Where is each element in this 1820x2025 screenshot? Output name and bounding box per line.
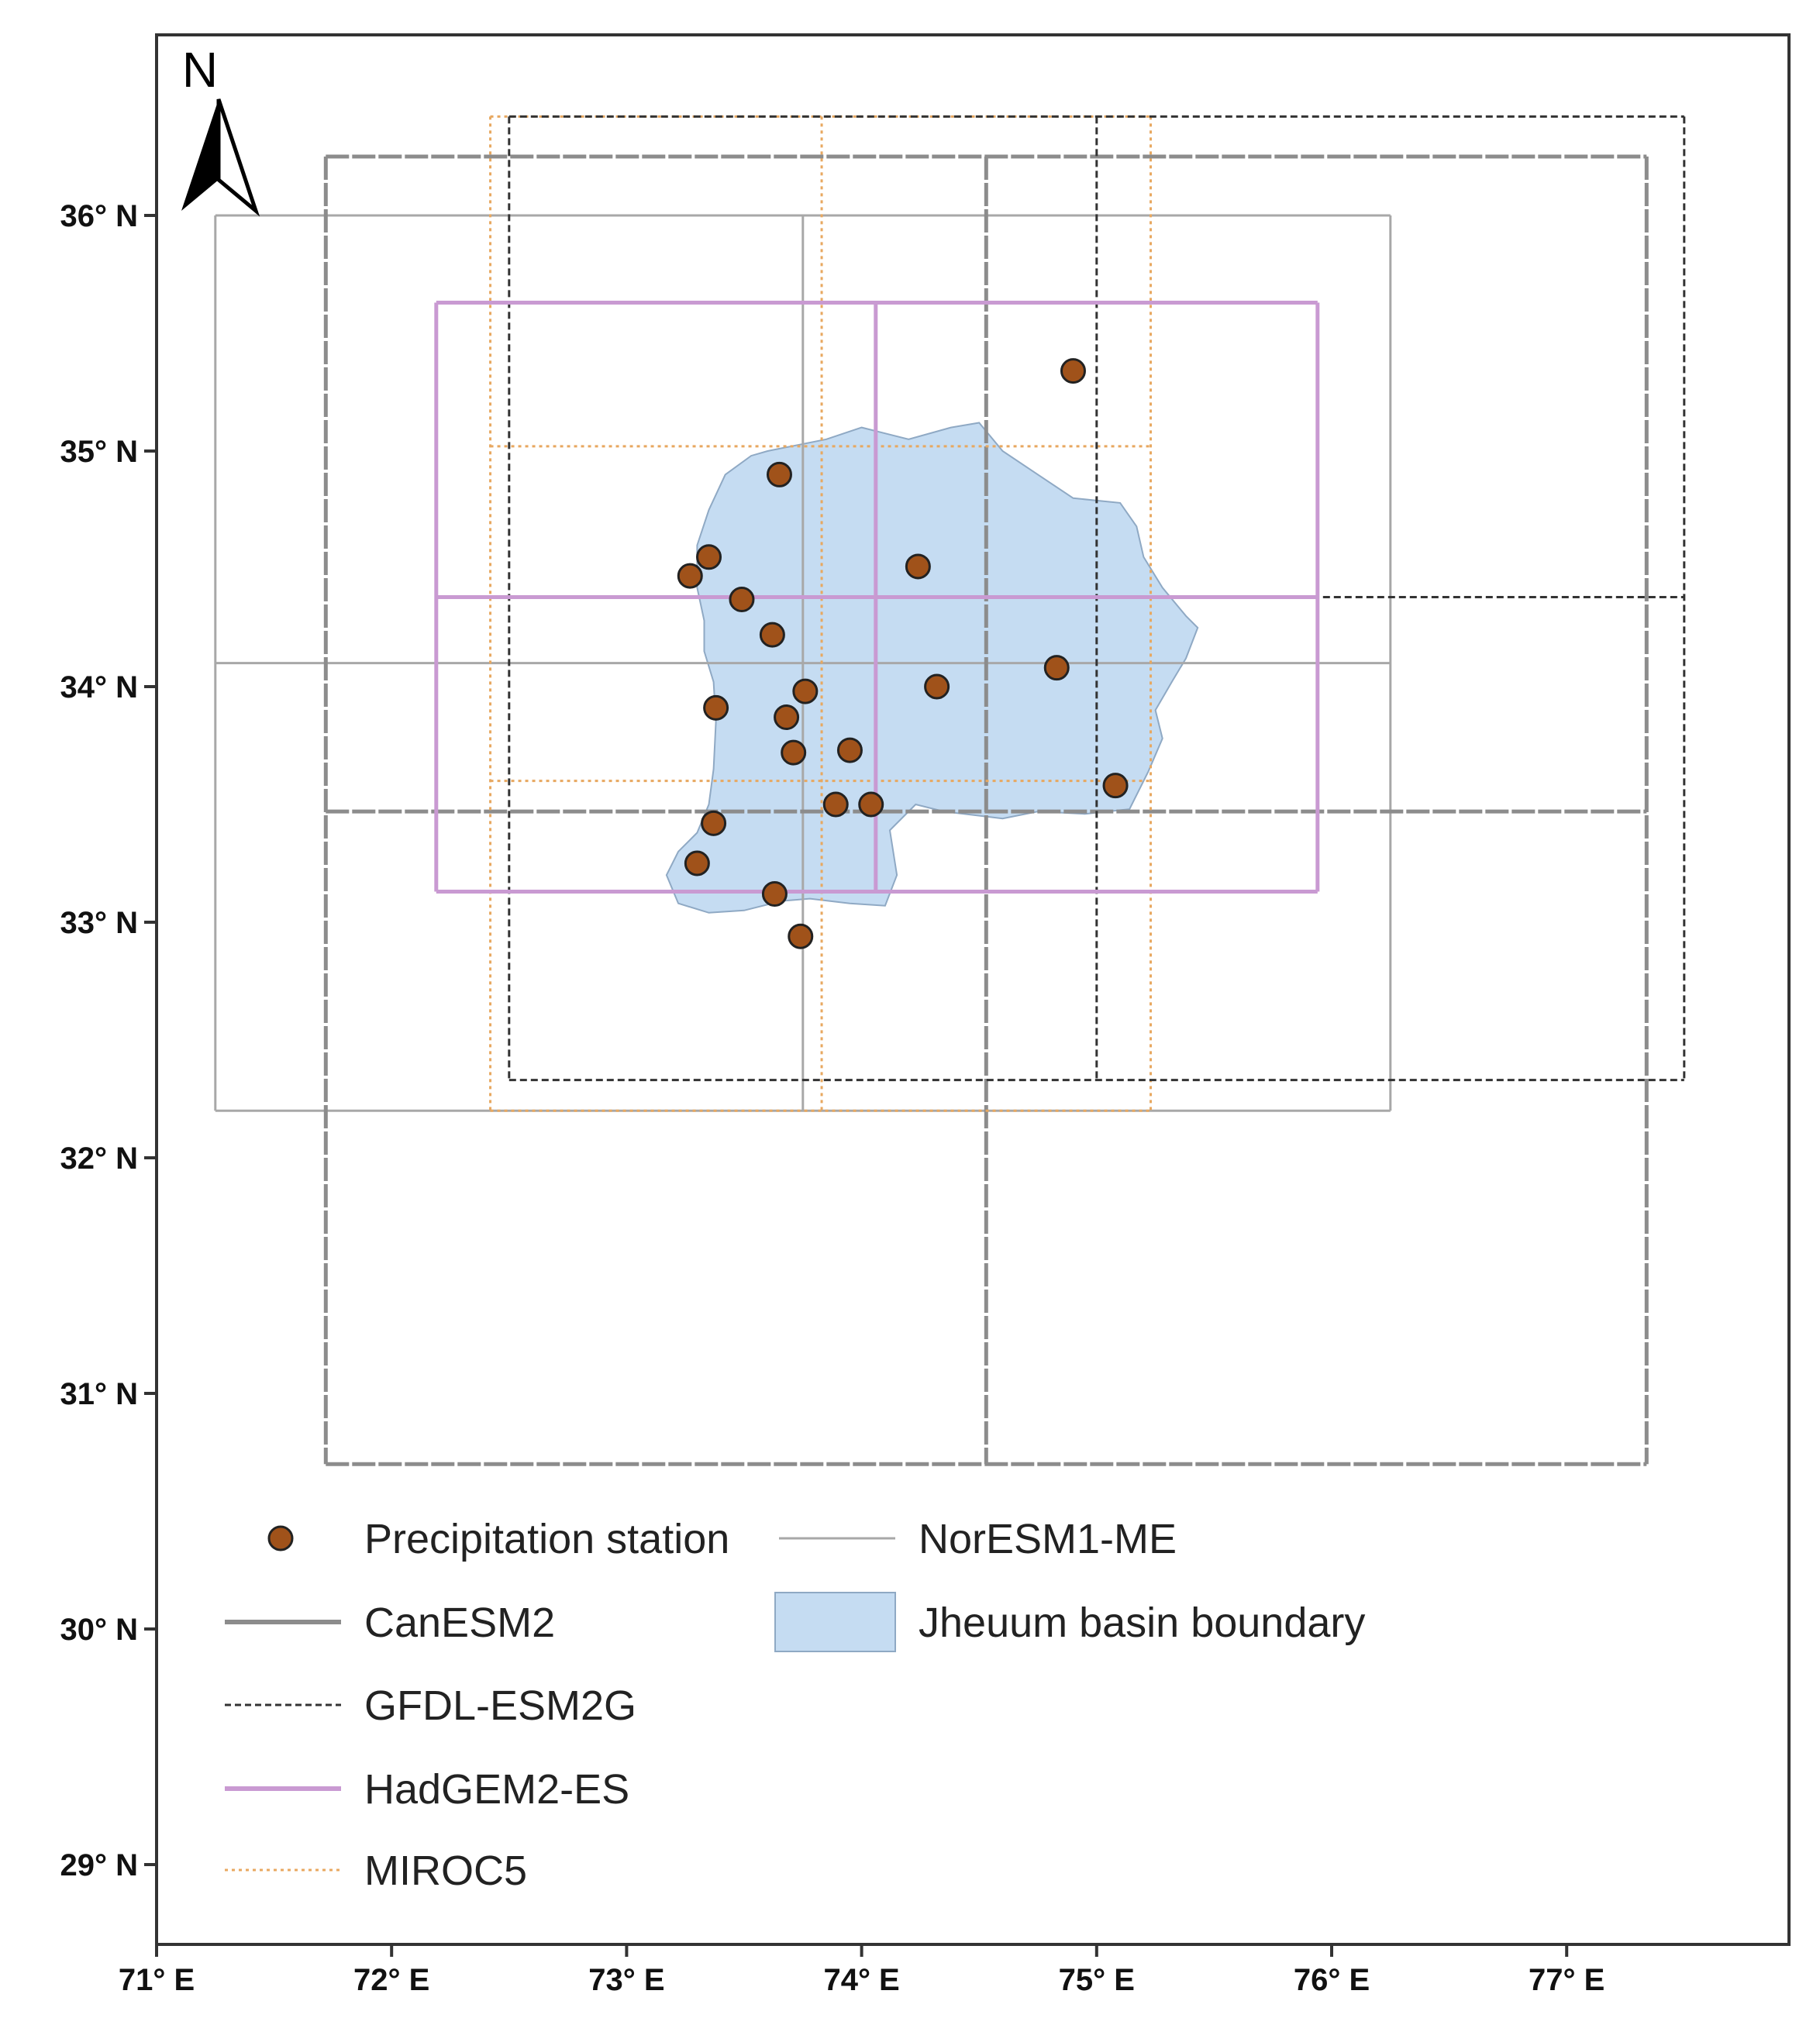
station-point-5: [905, 553, 931, 580]
legend: Precipitation station NorESM1-ME CanESM2…: [225, 1516, 1365, 1894]
station-point-1: [766, 461, 792, 487]
station-point-18: [684, 850, 710, 876]
station-point-17: [701, 810, 727, 836]
legend-miroc-label: MIROC5: [364, 1848, 527, 1894]
lat-tick-label-2: 31° N: [60, 1377, 139, 1411]
station-point-6: [759, 622, 785, 648]
station-point-16: [858, 791, 884, 818]
station-point-9: [1043, 655, 1070, 681]
lon-tick-label-1: 72° E: [353, 1963, 429, 1997]
lon-tick-label-5: 76° E: [1294, 1963, 1370, 1997]
lat-tick-label-3: 32° N: [60, 1142, 139, 1176]
lat-tick-label-5: 34° N: [60, 670, 139, 704]
lat-tick-label-4: 33° N: [60, 906, 139, 940]
north-arrow: N: [181, 42, 260, 217]
lon-tick-label-6: 77° E: [1529, 1963, 1605, 1997]
legend-noresm-label: NorESM1-ME: [919, 1516, 1177, 1562]
map-frame: [155, 33, 1791, 1946]
lat-tick-label-7: 36° N: [60, 199, 139, 233]
station-point-15: [822, 791, 849, 818]
longitude-axis: 71° E 72° E 73° E 74° E 75° E 76° E 77° E: [119, 1944, 1605, 1997]
precipitation-stations: [677, 358, 1129, 949]
legend-basin-label: Jheuum basin boundary: [919, 1600, 1365, 1646]
station-point-12: [781, 739, 807, 766]
lon-tick-label-3: 74° E: [823, 1963, 899, 1997]
lon-tick-label-2: 73° E: [588, 1963, 664, 1997]
lat-tick-label-6: 35° N: [60, 435, 139, 469]
legend-station-label: Precipitation station: [364, 1516, 729, 1562]
legend-hadgem-label: HadGEM2-ES: [364, 1766, 629, 1813]
legend-station-icon: [267, 1525, 294, 1551]
lat-tick-label-1: 30° N: [60, 1613, 139, 1647]
north-arrow-right-icon: [216, 98, 260, 217]
station-point-8: [924, 673, 950, 700]
station-point-0: [1060, 358, 1086, 384]
legend-gfdl-label: GFDL-ESM2G: [364, 1682, 636, 1729]
station-point-7: [792, 678, 819, 704]
station-point-3: [677, 563, 703, 589]
lon-tick-label-0: 71° E: [119, 1963, 195, 1997]
station-point-4: [729, 587, 755, 613]
station-point-13: [836, 737, 863, 763]
station-point-11: [774, 704, 800, 731]
canesm2-grid: [323, 154, 1649, 1466]
station-point-14: [1102, 773, 1129, 799]
hadgem2-es-grid: [434, 300, 1320, 894]
station-point-2: [696, 544, 722, 570]
station-point-10: [703, 694, 729, 721]
legend-canesm-label: CanESM2: [364, 1600, 555, 1646]
legend-basin-swatch: [774, 1592, 896, 1652]
station-point-19: [761, 881, 788, 907]
noresm1-me-grid: [214, 214, 1392, 1112]
latitude-axis: 29° N 30° N 31° N 32° N 33° N 34° N 35° N 36° N: [60, 199, 157, 1882]
jheuum-basin: [665, 422, 1199, 914]
lat-tick-label-0: 29° N: [60, 1848, 139, 1882]
north-label: N: [182, 42, 218, 98]
lon-tick-label-4: 75° E: [1059, 1963, 1135, 1997]
station-point-20: [788, 923, 814, 949]
miroc5-grid: [489, 115, 1153, 1112]
north-arrow-left-icon: [181, 99, 219, 211]
